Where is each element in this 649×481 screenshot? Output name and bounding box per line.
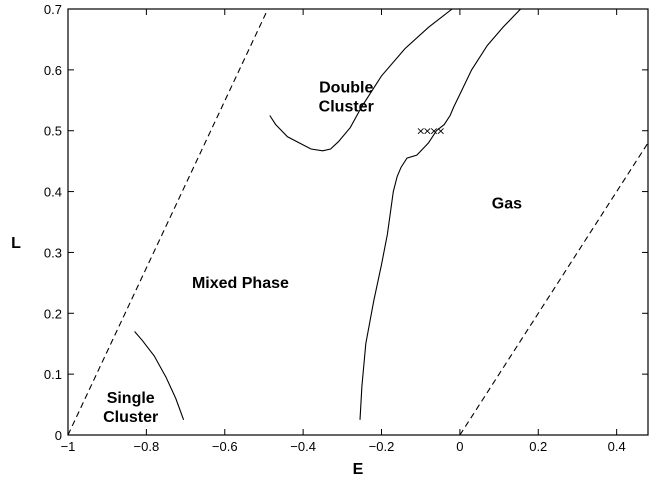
region-label: Mixed Phase xyxy=(192,275,289,292)
x-tick-label: 0 xyxy=(456,439,463,454)
cross-marker: × xyxy=(429,125,438,138)
region-label: Single xyxy=(107,390,155,407)
dashed-boundary-line-1 xyxy=(459,142,648,435)
y-tick-label: 0.7 xyxy=(44,2,62,17)
x-tick-label: −0.8 xyxy=(134,439,160,454)
y-tick-label: 0.4 xyxy=(44,185,62,200)
cross-marker: × xyxy=(416,125,425,138)
cross-marker: × xyxy=(436,125,445,138)
region-label: Double xyxy=(319,80,373,97)
x-tick-label: 0.4 xyxy=(608,439,626,454)
plot-frame xyxy=(67,8,649,436)
region-label: Cluster xyxy=(319,99,374,116)
axes: −1 −0.8 −0.6 −0.4 −0.2 0 0.2 0.4 0 0.1 0.2 0.3 0.4 0.… xyxy=(44,2,648,454)
x-tick-label: −0.6 xyxy=(212,439,238,454)
phase-boundary-curve-3 xyxy=(269,9,453,152)
y-tick-label: 0.5 xyxy=(44,124,62,139)
y-tick-label: 0.3 xyxy=(44,245,62,260)
region-label: Cluster xyxy=(103,409,158,426)
y-axis-label: L xyxy=(11,235,21,252)
y-tick-label: 0.1 xyxy=(44,367,62,382)
phase-boundary-curve-2 xyxy=(134,331,185,420)
cross-marker: × xyxy=(423,125,432,138)
x-tick-label: −1 xyxy=(61,439,76,454)
x-tick-label: −0.2 xyxy=(369,439,395,454)
x-tick-label: −0.4 xyxy=(290,439,316,454)
y-tick-label: 0.6 xyxy=(44,63,62,78)
x-tick-label: 0.2 xyxy=(529,439,547,454)
region-label: Gas xyxy=(492,196,522,213)
phase-boundary-curve-4 xyxy=(359,9,521,420)
dashed-boundary-line-0 xyxy=(68,9,269,435)
y-tick-label: 0 xyxy=(55,428,62,443)
x-axis-label: E xyxy=(353,461,364,478)
y-tick-label: 0.2 xyxy=(44,306,62,321)
